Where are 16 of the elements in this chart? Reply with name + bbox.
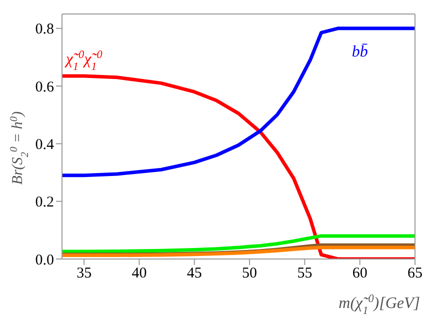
y-tick-label: 0.4 <box>35 137 54 154</box>
x-tick-label: 35 <box>76 266 92 282</box>
x-tick-label: 60 <box>352 266 368 282</box>
y-tick-label: 0.0 <box>35 252 54 268</box>
x-tick-label: 40 <box>132 266 147 282</box>
y-tick-label: 0.6 <box>35 79 54 96</box>
x-tick-label: 50 <box>242 266 258 282</box>
x-tick-label: 45 <box>186 266 202 282</box>
y-tick-label: 0.8 <box>35 22 54 38</box>
x-tick-label: 55 <box>297 266 312 282</box>
x-axis-title: m(χ̃$_{1}$$^{0}$)[GeV] <box>338 293 420 317</box>
series-label: bb̄ <box>352 43 368 60</box>
line-series <box>62 26 415 178</box>
x-tick-label: 65 <box>408 266 422 282</box>
y-tick-label: 0.2 <box>35 194 54 211</box>
line-series <box>62 234 415 254</box>
